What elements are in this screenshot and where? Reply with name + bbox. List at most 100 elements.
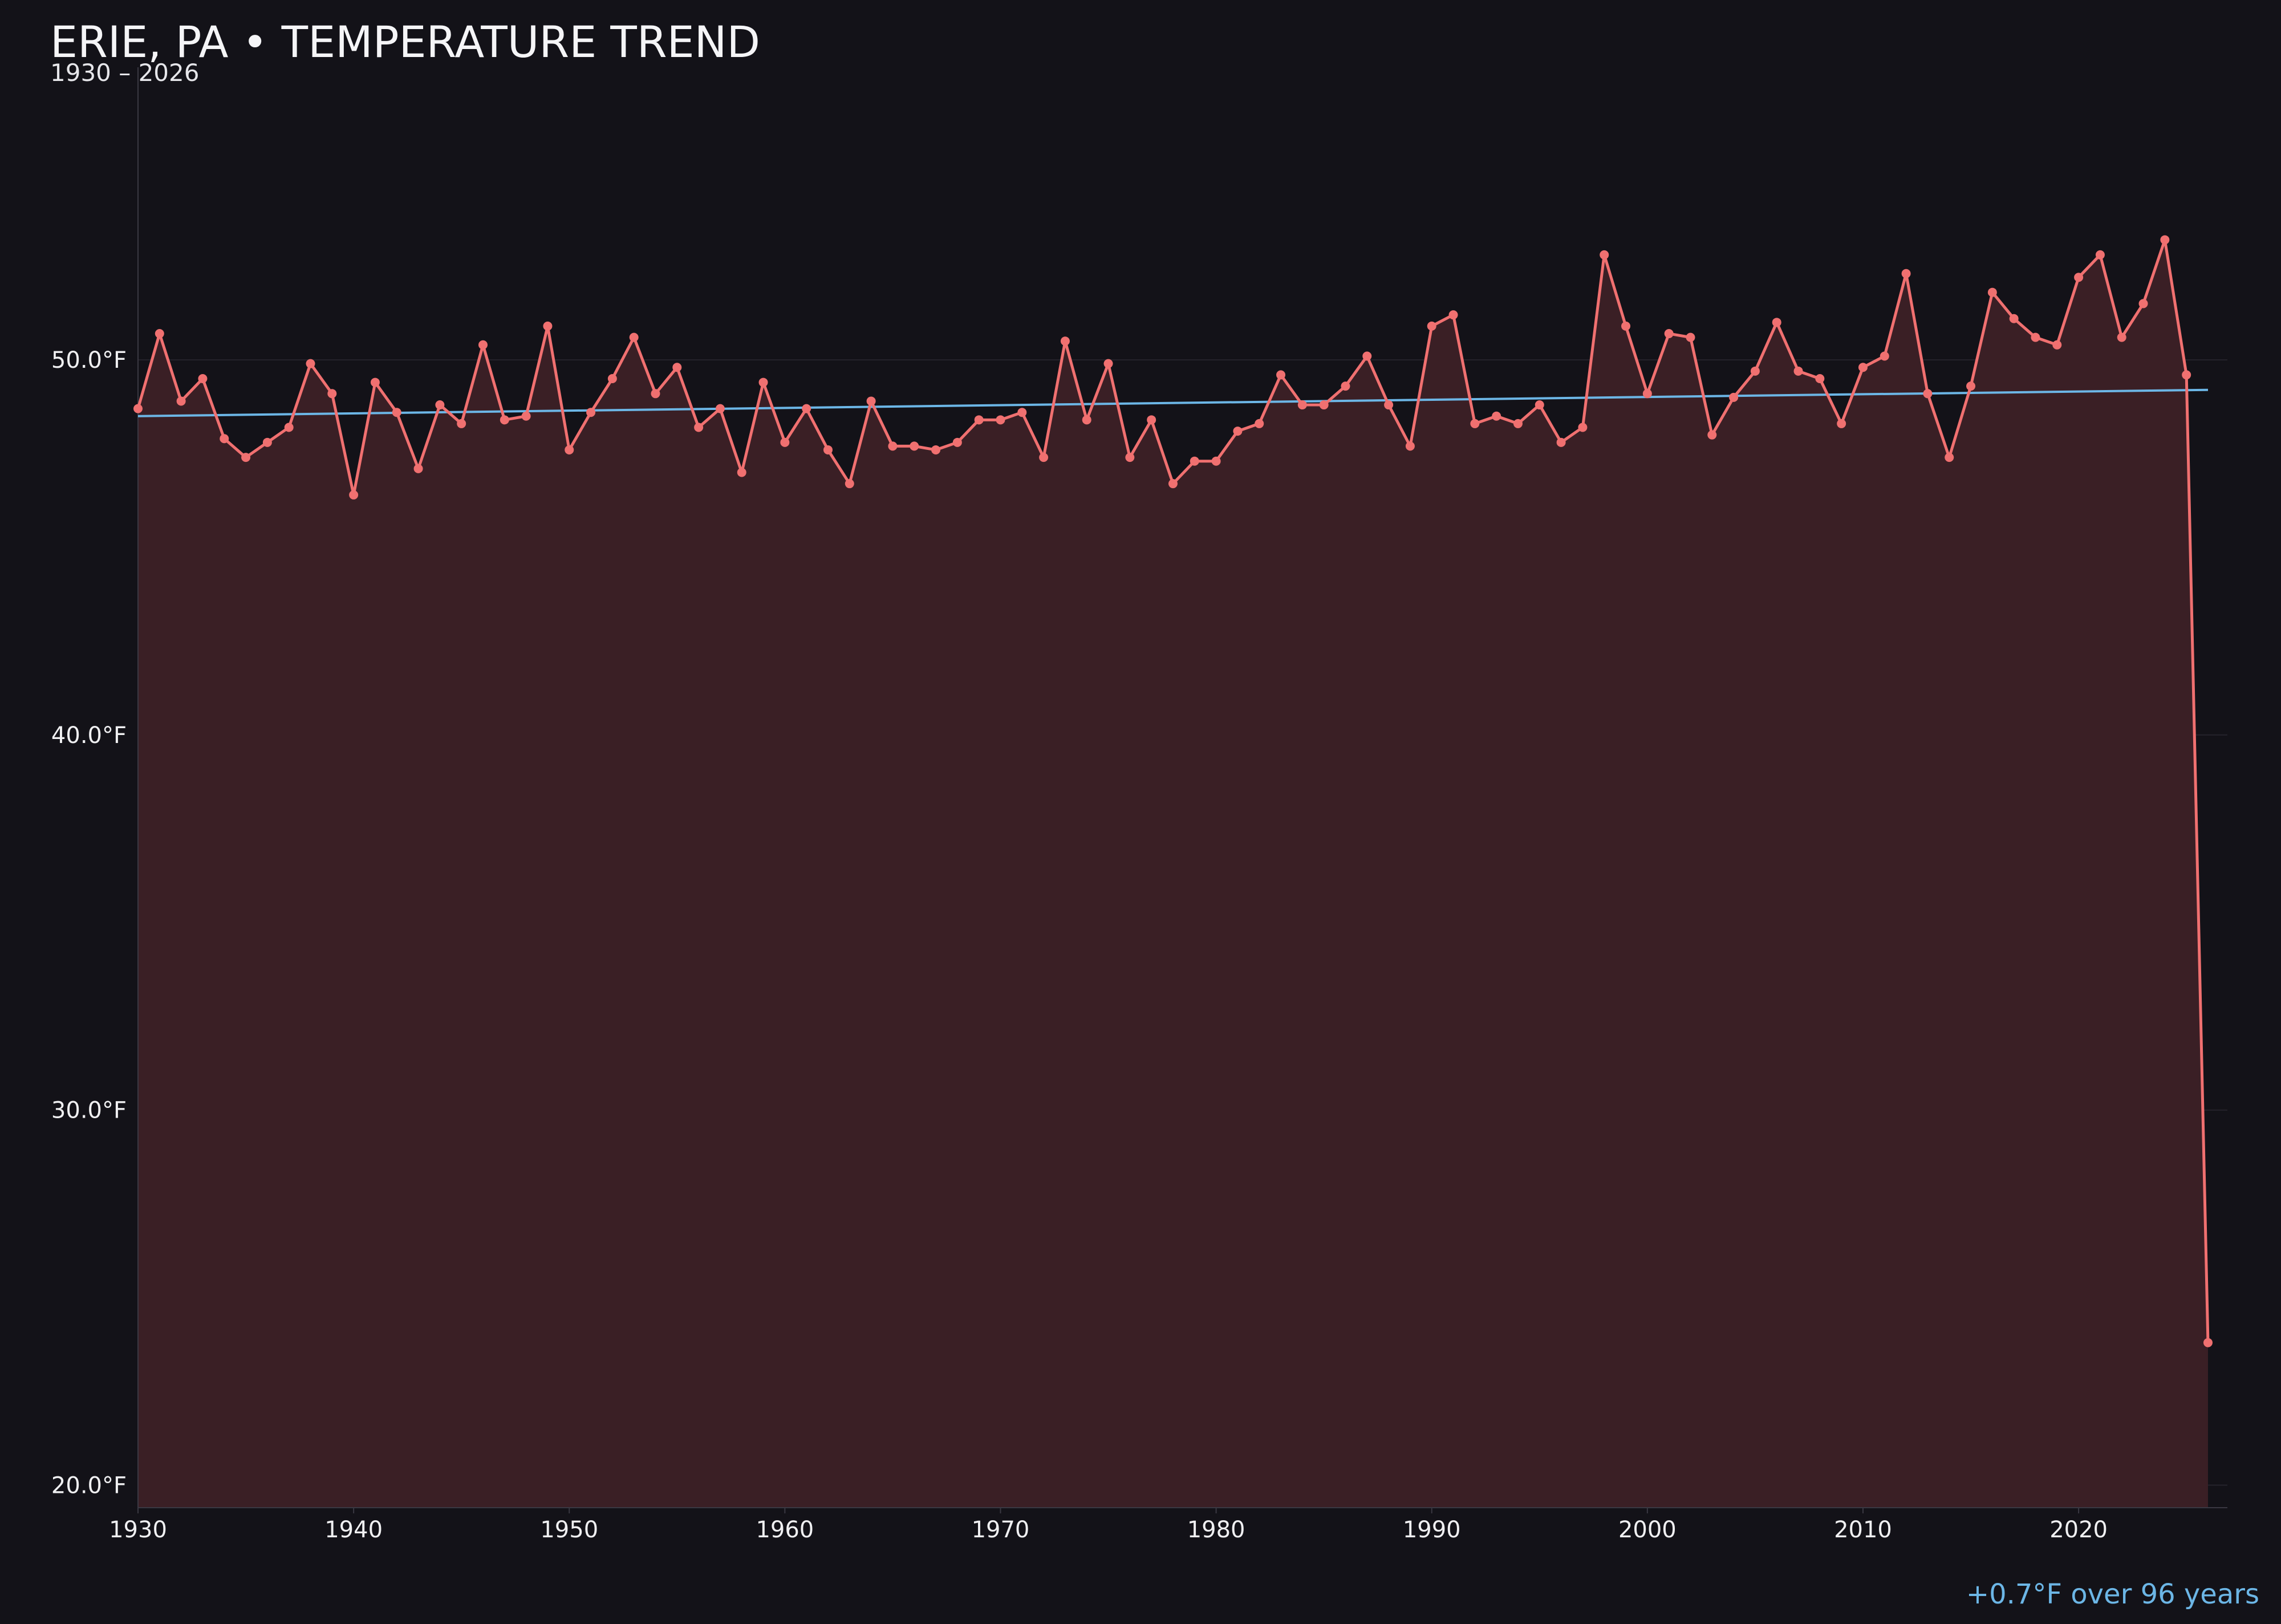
data-point — [220, 434, 229, 444]
data-point — [802, 404, 811, 413]
axes — [137, 67, 2227, 1513]
data-point — [1039, 453, 1049, 462]
x-tick-label: 2020 — [2049, 1517, 2108, 1543]
data-point — [910, 441, 919, 451]
data-point — [996, 415, 1005, 425]
data-point — [1190, 456, 1199, 466]
data-point — [155, 329, 164, 339]
data-point — [1168, 479, 1178, 489]
data-point — [1276, 370, 1286, 380]
data-point — [1233, 427, 1243, 436]
data-point — [974, 415, 984, 425]
trend-line-segment — [137, 388, 2208, 417]
data-point — [262, 437, 272, 447]
y-tick-label: 20.0°F — [51, 1473, 127, 1499]
area-fill — [138, 239, 2208, 1508]
data-point — [1793, 366, 1803, 376]
data-point — [2117, 332, 2126, 342]
data-point — [780, 437, 790, 447]
x-tick-label: 2010 — [1834, 1517, 1892, 1543]
data-point — [1750, 366, 1760, 376]
area-under-line — [138, 239, 2208, 1508]
data-point — [543, 321, 553, 331]
y-tick-label: 30.0°F — [51, 1098, 127, 1124]
data-point — [952, 437, 962, 447]
data-point — [888, 441, 898, 451]
data-point — [1147, 415, 1156, 425]
data-point — [2074, 273, 2084, 282]
data-point — [1535, 400, 1544, 410]
data-point — [1945, 453, 1954, 462]
data-point — [1255, 419, 1264, 428]
data-point — [241, 453, 251, 462]
data-point — [2031, 332, 2040, 342]
data-point — [607, 373, 617, 383]
data-point — [2095, 250, 2105, 259]
data-point — [1578, 423, 1588, 432]
data-point — [392, 408, 401, 417]
data-point — [1923, 389, 1933, 399]
data-point — [478, 340, 488, 350]
data-point — [1858, 363, 1868, 372]
x-tick-label: 1950 — [540, 1517, 598, 1543]
data-point — [1211, 456, 1221, 466]
chart-title: ERIE, PA • TEMPERATURE TREND — [50, 17, 760, 67]
data-point — [327, 389, 337, 399]
x-tick-label: 1940 — [324, 1517, 383, 1543]
y-tick-labels: 20.0°F 30.0°F 40.0°F 50.0°F — [51, 347, 127, 1499]
data-point — [1621, 321, 1631, 331]
data-point — [133, 404, 143, 413]
data-point — [349, 490, 359, 500]
data-point — [758, 377, 768, 387]
data-point — [1556, 437, 1566, 447]
data-point — [1405, 441, 1415, 451]
chart-subtitle: 1930 – 2026 — [50, 59, 199, 87]
data-point — [2182, 370, 2191, 380]
data-point — [521, 411, 531, 421]
x-tick-label: 1960 — [756, 1517, 814, 1543]
data-point — [845, 479, 854, 489]
data-point — [1470, 419, 1480, 428]
data-point — [1513, 419, 1523, 428]
data-point — [2138, 299, 2148, 308]
data-point — [1880, 351, 1889, 361]
data-point — [715, 404, 725, 413]
y-tick-label: 50.0°F — [51, 347, 127, 373]
data-point — [1707, 430, 1717, 440]
data-points — [133, 235, 2213, 1347]
data-point — [1729, 392, 1739, 402]
data-point — [1427, 321, 1436, 331]
data-point — [1125, 453, 1135, 462]
data-point — [694, 423, 704, 432]
data-point — [1297, 400, 1307, 410]
data-point — [1966, 381, 1976, 391]
data-point — [1664, 329, 1674, 339]
data-point — [1103, 359, 1113, 368]
data-point — [1837, 419, 1846, 428]
data-point — [1319, 400, 1329, 410]
data-point — [370, 377, 380, 387]
data-point — [866, 396, 876, 406]
data-point — [586, 408, 596, 417]
data-point — [1987, 287, 1997, 297]
data-point — [1060, 336, 1070, 346]
data-point — [1492, 411, 1501, 421]
data-point — [2009, 314, 2019, 323]
data-point — [1772, 318, 1781, 327]
data-point — [1448, 310, 1458, 320]
data-point — [1815, 373, 1825, 383]
data-point — [651, 389, 660, 399]
x-tick-labels: 1930 1940 1950 1960 1970 1980 1990 2000 2010 2020 — [109, 1517, 2108, 1543]
data-point — [1082, 415, 1091, 425]
data-point — [737, 468, 746, 477]
y-tick-label: 40.0°F — [51, 722, 127, 749]
data-point — [565, 445, 574, 454]
data-point — [1341, 381, 1350, 391]
data-point — [1362, 351, 1372, 361]
data-point — [1642, 389, 1652, 399]
data-point — [435, 400, 445, 410]
data-point — [931, 445, 941, 454]
data-point — [2052, 340, 2062, 350]
